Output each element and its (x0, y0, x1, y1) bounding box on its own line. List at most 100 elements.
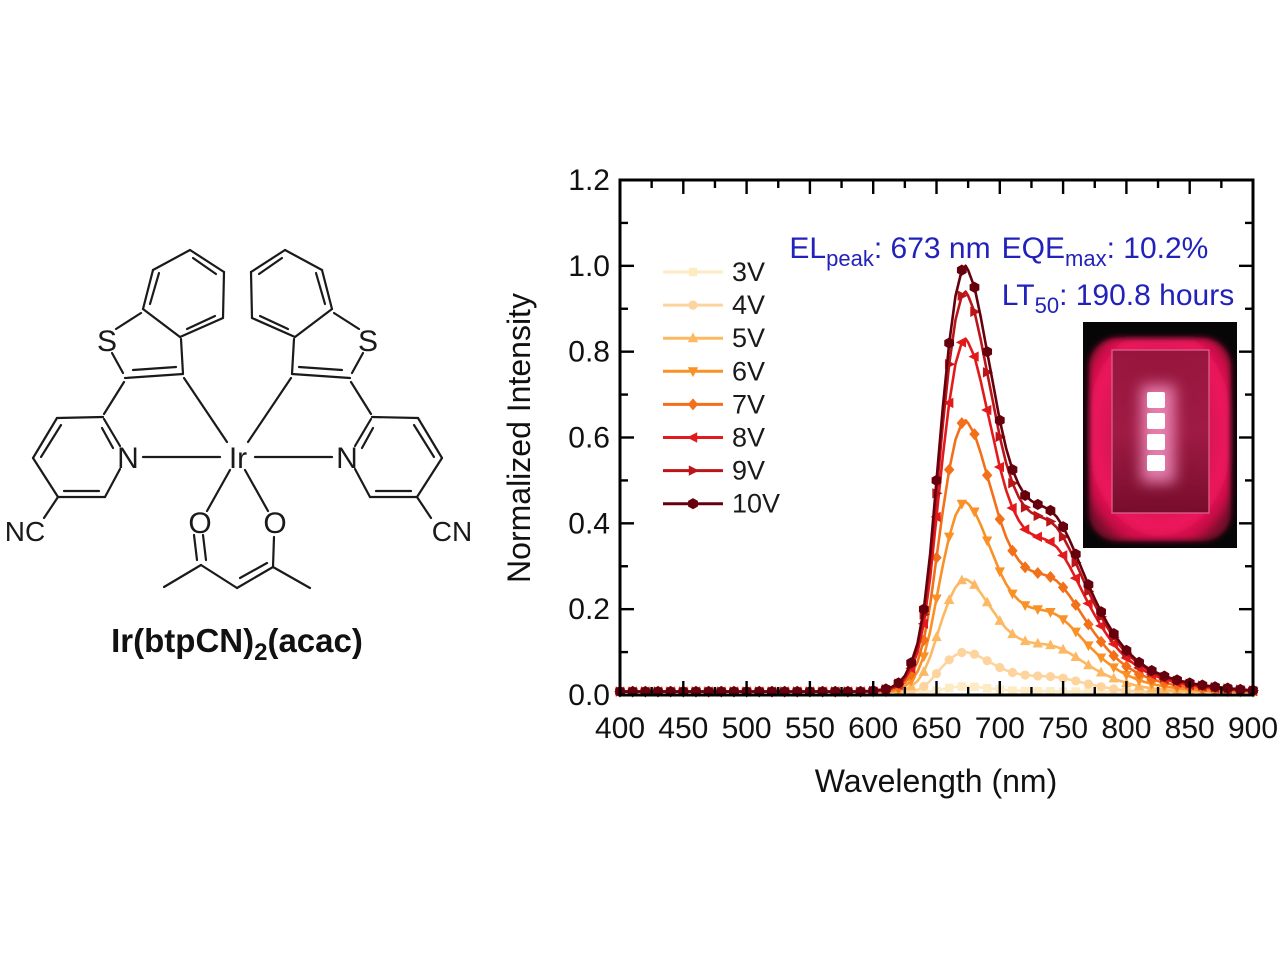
series-marker-8V (1082, 598, 1093, 609)
series-marker-4V (1007, 667, 1018, 678)
el-spectrum-chart: 400 450 500 550 600 650 700 750 800 850 900 0.0 0.2 0… (501, 164, 1278, 799)
x-tick-label: 750 (1038, 712, 1088, 745)
series-marker-4V (944, 655, 954, 665)
series-marker-5V (994, 615, 1005, 625)
series-marker-7V (1057, 581, 1069, 594)
series-marker-6V (956, 499, 968, 510)
series-marker-6V (931, 594, 942, 605)
series-marker-9V (995, 431, 1006, 443)
series-marker-9V (1033, 510, 1044, 522)
series-marker-5V (1057, 643, 1069, 654)
series-marker-10V (1058, 521, 1068, 533)
series-marker-5V (1070, 651, 1081, 661)
series-marker-4V (1071, 676, 1081, 686)
device-photo-inset (1083, 322, 1237, 548)
series-marker-7V (981, 469, 993, 482)
series-marker-7V (1007, 544, 1018, 557)
legend-item: 7V (663, 389, 765, 419)
y-tick-label: 0.2 (568, 593, 610, 626)
series-marker-10V (994, 414, 1005, 426)
x-tick-label: 700 (975, 712, 1025, 745)
series-marker-6V (981, 536, 993, 547)
series-marker-9V (982, 367, 994, 378)
series-marker-6V (1121, 670, 1132, 681)
series-marker-7V (1045, 570, 1056, 583)
atom-label-o-right: O (263, 507, 286, 540)
series-marker-10V (1197, 679, 1208, 691)
series-marker-10V (1007, 464, 1018, 476)
series-marker-5V (1007, 628, 1018, 639)
series-marker-4V (1109, 684, 1119, 694)
ligand-right-bonds (243, 248, 444, 520)
series-marker-10V (1134, 656, 1144, 668)
series-marker-6V (1045, 607, 1056, 618)
series-marker-6V (918, 652, 930, 663)
series-marker-7V (1159, 676, 1170, 689)
series-marker-3V (957, 682, 967, 691)
series-marker-10V (1020, 489, 1031, 502)
ligand-left-bonds (31, 248, 232, 520)
group-label-nc: NC (5, 516, 45, 547)
series-marker-6V (1083, 641, 1094, 652)
series-marker-4V (1083, 679, 1094, 689)
series-marker-10V (1146, 664, 1157, 677)
series-marker-8V (993, 461, 1004, 473)
series-marker-6V (1133, 676, 1145, 687)
series-marker-7V (1095, 635, 1107, 648)
y-tick-label: 0.6 (568, 422, 610, 455)
x-tick-label: 900 (1228, 712, 1278, 745)
x-tick-label: 850 (1165, 712, 1215, 745)
series-marker-10V (944, 337, 955, 349)
series-marker-5V (1095, 666, 1107, 677)
legend-label: 5V (732, 323, 765, 353)
series-marker-10V (918, 603, 929, 615)
series-marker-6V (1108, 663, 1119, 674)
legend-item: 6V (663, 356, 765, 386)
axis-tick-labels: 400 450 500 550 600 650 700 750 800 850 900 0.0 0.2 0… (568, 164, 1278, 745)
series-marker-4V (919, 681, 929, 692)
annotation-lt50: LT50: 190.8 hours (1002, 279, 1234, 318)
series-marker-7V (994, 513, 1005, 526)
series-marker-10V (906, 657, 917, 669)
series-marker-10V (880, 683, 891, 695)
series-marker-8V (981, 404, 992, 416)
series-marker-5V (943, 594, 955, 604)
series-marker-6V (943, 532, 955, 543)
series-marker-3V (944, 683, 954, 693)
x-tick-label: 650 (911, 712, 961, 745)
series-marker-10V (1096, 606, 1106, 618)
legend-item: 4V (663, 290, 765, 320)
series-marker-8V (1031, 531, 1042, 543)
series-marker-4V (957, 647, 967, 658)
series-marker-6V (1019, 601, 1031, 611)
series-marker-10V (1172, 674, 1182, 686)
legend-item: 5V (663, 323, 765, 353)
atom-label-n-right: N (336, 442, 358, 475)
legend-label: 4V (732, 290, 765, 320)
series-marker-5V (1108, 672, 1119, 683)
series-marker-5V (969, 579, 980, 589)
series-marker-10V (1108, 628, 1119, 640)
series-marker-9V (1071, 557, 1082, 568)
atom-label-n-left: N (117, 442, 139, 475)
series-marker-10V (1159, 670, 1170, 682)
series-marker-8V (943, 397, 954, 409)
legend-label: 3V (732, 257, 765, 287)
series-marker-3V (970, 682, 979, 692)
legend-marker (687, 367, 699, 378)
series-marker-10V (1222, 682, 1233, 694)
series-marker-4V (969, 649, 980, 659)
x-tick-label: 450 (658, 712, 708, 745)
y-axis-label: Normalized Intensity (501, 293, 537, 583)
series-marker-6V (969, 507, 980, 518)
legend-marker (687, 432, 698, 443)
series-marker-6V (994, 567, 1005, 578)
legend-marker (687, 332, 699, 343)
series-marker-5V (1032, 637, 1043, 648)
series-marker-3V (1096, 687, 1106, 696)
series-marker-6V (1057, 615, 1069, 626)
x-tick-label: 400 (595, 712, 645, 745)
atom-label-o-left: O (188, 507, 211, 540)
annotation-el-peak: ELpeak: 673 nm (789, 232, 990, 271)
series-marker-7V (1070, 598, 1081, 611)
